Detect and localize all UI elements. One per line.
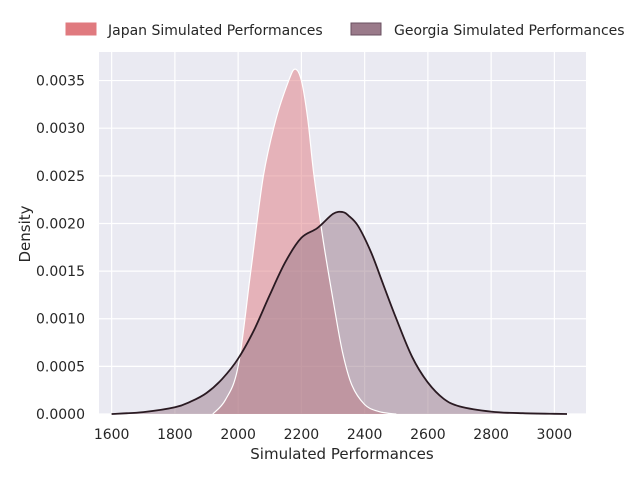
x-tick-2400: 2400 [347, 427, 383, 443]
line-georgia [111, 210, 568, 415]
x-axis-label: Simulated Performances [250, 445, 434, 463]
y-tick-0.0020: 0.0020 [36, 216, 85, 232]
x-tick-3000: 3000 [537, 427, 573, 443]
x-tick-labels: 1600 1800 2000 2200 2400 2600 2800 3000 [94, 427, 572, 443]
y-axis-label: Density [16, 205, 34, 262]
legend: Japan Simulated Performances Georgia Sim… [65, 22, 625, 39]
x-tick-2000: 2000 [220, 427, 256, 443]
y-tick-0.0000: 0.0000 [36, 407, 85, 423]
x-tick-2800: 2800 [473, 427, 509, 443]
series-layer [111, 68, 568, 415]
y-tick-0.0005: 0.0005 [36, 359, 85, 375]
x-tick-1600: 1600 [94, 427, 130, 443]
legend-swatch-georgia [350, 22, 382, 36]
y-tick-0.0015: 0.0015 [36, 264, 85, 280]
y-tick-0.0035: 0.0035 [36, 74, 85, 90]
y-tick-labels: 0.0000 0.0005 0.0010 0.0015 0.0020 0.0025 0.00… [36, 74, 85, 423]
y-tick-0.0010: 0.0010 [36, 312, 85, 328]
y-tick-0.0030: 0.0030 [36, 121, 85, 137]
legend-swatch-japan [65, 22, 97, 36]
legend-label-georgia: Georgia Simulated Performances [394, 23, 625, 39]
area-georgia [111, 211, 567, 414]
line-japan [212, 68, 397, 415]
x-tick-2600: 2600 [410, 427, 446, 443]
x-tick-1800: 1800 [157, 427, 193, 443]
x-tick-2200: 2200 [284, 427, 320, 443]
y-tick-0.0025: 0.0025 [36, 169, 85, 185]
legend-label-japan: Japan Simulated Performances [107, 23, 323, 39]
